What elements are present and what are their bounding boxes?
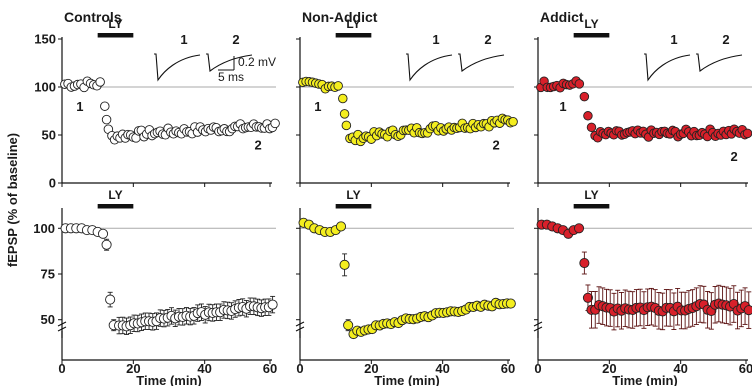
x-tick-label: 20 [364,361,378,376]
time-point-label: 2 [493,138,500,153]
trace-2 [458,53,505,73]
y-tick-label: 150 [34,32,56,47]
x-tick-label: 0 [58,361,65,376]
drug-label: LY [584,188,598,202]
axis-break [533,326,543,332]
x-tick-label: 60 [263,361,277,376]
data-point [105,294,116,305]
panel-title: Controls [64,9,122,25]
drug-bar [573,33,610,38]
y-axis-label: fEPSP (% of baseline) [5,133,20,267]
time-point-label: 1 [559,99,566,114]
drug-label: LY [108,17,122,31]
data-point [267,299,278,310]
trace-label: 1 [432,32,439,47]
data-point [579,91,590,102]
x-axis-label: Time (min) [136,373,202,386]
axis-break [533,321,543,327]
trace-label: 2 [722,32,729,47]
trace-2 [696,53,743,73]
data-point [101,114,112,125]
trace-label: 2 [232,32,239,47]
panel-bottom-1: LY 0 20 40 60 Time (min) 50 75 100 [33,188,278,386]
data-point [333,81,343,91]
drug-label: LY [346,17,360,31]
scale-bar-voltage: 0.2 mV [238,55,276,69]
data-point [335,221,347,232]
trace-label: 2 [484,32,491,47]
x-tick-label: 60 [501,361,515,376]
trace-label: 1 [670,32,677,47]
data-point [742,128,752,139]
time-point-label: 1 [76,99,83,114]
x-axis-label: Time (min) [374,373,440,386]
x-tick-label: 60 [739,361,752,376]
time-point-label: 2 [731,149,738,164]
y-tick-label: 75 [41,267,55,282]
drug-label: LY [584,17,598,31]
data-point [574,79,585,89]
panel-title: Addict [540,9,584,25]
x-tick-label: 0 [296,361,303,376]
time-point-label: 2 [255,138,262,153]
data-point [338,93,348,104]
data-point [586,122,597,133]
drug-bar [97,204,134,209]
data-point [341,120,352,131]
panel-top-1: LY 0 50 100 150 Controls 1 2 1 2 0.2 mV5 ms [34,9,280,191]
y-tick-label: 100 [34,80,56,95]
y-tick-label: 0 [49,176,56,191]
drug-bar [97,33,134,38]
x-tick-label: 40 [435,361,449,376]
trace-1 [406,53,453,82]
panel-title: Non-Addict [302,9,378,25]
drug-bar [335,204,372,209]
axis-break [295,326,305,332]
data-point [743,305,752,316]
y-tick-label: 100 [33,221,55,236]
trace-label: 1 [180,32,187,47]
data-point [339,109,350,119]
data-point [97,228,109,239]
time-point-label: 1 [314,99,321,114]
data-point [505,298,516,309]
axis-break [57,321,67,327]
data-point [270,118,280,129]
trace-1 [644,53,691,82]
scale-bar-time: 5 ms [218,70,244,84]
panel-bottom-2: LY 0 20 40 60 Time (min) [295,188,516,386]
data-point [339,259,350,270]
x-tick-label: 40 [197,361,211,376]
y-tick-label: 50 [42,128,56,143]
data-point [579,257,590,269]
trace-1 [154,53,201,82]
data-point [100,101,110,111]
drug-bar [335,33,372,38]
axis-break [57,326,67,332]
y-tick-label: 50 [41,312,55,327]
x-tick-label: 0 [534,361,541,376]
data-point [95,77,105,87]
drug-bar [573,204,610,209]
data-point [573,223,585,234]
x-tick-label: 20 [602,361,616,376]
axis-break [295,321,305,327]
drug-label: LY [108,188,122,202]
data-point [343,320,354,331]
drug-label: LY [346,188,360,202]
data-point [508,117,518,127]
x-axis-label: Time (min) [612,373,678,386]
trace-2 [206,53,253,73]
data-point [582,292,593,303]
x-tick-label: 40 [673,361,687,376]
x-tick-label: 20 [126,361,140,376]
data-point [583,111,593,121]
panel-bottom-3: LY 0 20 40 60 Time (min) [533,188,752,386]
data-point [101,239,112,250]
